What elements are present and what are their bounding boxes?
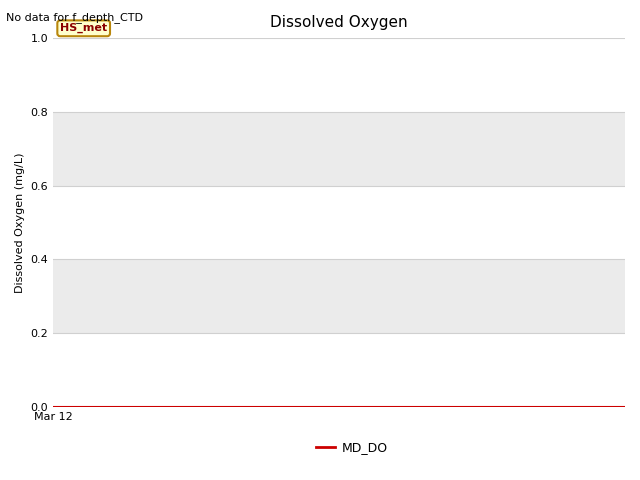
- Text: HS_met: HS_met: [60, 23, 108, 34]
- Legend: MD_DO: MD_DO: [312, 436, 392, 459]
- Bar: [53, 259, 625, 333]
- Title: Dissolved Oxygen: Dissolved Oxygen: [270, 15, 408, 30]
- Bar: [53, 333, 625, 407]
- Y-axis label: Dissolved Oxygen (mg/L): Dissolved Oxygen (mg/L): [15, 152, 25, 293]
- Text: No data for f_depth_CTD: No data for f_depth_CTD: [6, 12, 143, 23]
- Bar: [53, 186, 625, 259]
- Bar: [53, 38, 625, 112]
- Bar: [53, 112, 625, 186]
